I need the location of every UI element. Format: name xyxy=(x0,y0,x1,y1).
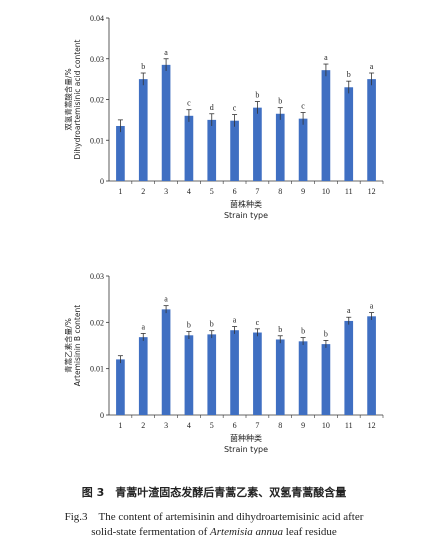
y-tick-label: 0 xyxy=(100,411,104,420)
significance-letter: b xyxy=(210,320,214,329)
bar xyxy=(207,334,217,415)
x-axis-title-cn: 菌株种类 xyxy=(230,199,262,209)
x-axis-title-en: Strain type xyxy=(224,211,268,220)
x-tick-label: 1 xyxy=(118,421,122,430)
caption-text: solid-state fermentation of xyxy=(91,526,211,538)
significance-letter: a xyxy=(141,322,145,331)
significance-letter: c xyxy=(233,104,237,113)
y-tick-label: 0.04 xyxy=(90,14,104,23)
bar xyxy=(184,115,194,181)
x-tick-label: 7 xyxy=(255,421,259,430)
bar xyxy=(184,335,194,415)
significance-letter: b xyxy=(187,321,191,330)
figure-caption-chinese: 图 3 青蒿叶渣固态发酵后青蒿乙素、双氢青蒿酸含量 xyxy=(81,486,347,499)
x-tick-label: 2 xyxy=(141,187,145,196)
bar xyxy=(367,79,376,181)
y-axis-title-cn: 双氢青蒿酸含量/% xyxy=(63,68,73,130)
figure-caption-english-line1: Fig.3 The content of artemisinin and dih… xyxy=(64,511,364,523)
y-tick-label: 0.01 xyxy=(90,365,104,374)
significance-letter: c xyxy=(301,102,305,111)
x-tick-label: 2 xyxy=(141,421,145,430)
y-tick-label: 0.02 xyxy=(90,318,104,327)
significance-letter: a xyxy=(164,295,168,304)
bar xyxy=(253,107,262,181)
bar xyxy=(230,330,239,415)
significance-letter: a xyxy=(164,48,168,57)
x-tick-label: 12 xyxy=(368,421,376,430)
bar xyxy=(275,339,285,415)
significance-letter: b xyxy=(255,91,259,100)
significance-letter: a xyxy=(347,306,351,315)
bar xyxy=(321,70,331,181)
significance-letter: a xyxy=(370,302,374,311)
figure-caption-english-line2: solid-state fermentation of Artemisia an… xyxy=(0,526,428,538)
x-tick-label: 6 xyxy=(233,421,237,430)
significance-letter: a xyxy=(370,62,374,71)
x-tick-label: 9 xyxy=(301,187,305,196)
y-axis-title-en: Dihydroartemisinic acid content xyxy=(73,39,82,159)
y-axis-title-cn: 青蒿乙素含量/% xyxy=(63,318,73,373)
bar xyxy=(207,119,217,181)
x-tick-label: 11 xyxy=(345,187,353,196)
bar xyxy=(138,337,148,415)
x-tick-label: 7 xyxy=(255,187,259,196)
significance-letter: b xyxy=(301,327,305,336)
caption-species-name: Artemisia annua xyxy=(210,526,284,538)
bar xyxy=(298,341,308,415)
significance-letter: d xyxy=(210,103,214,112)
x-tick-label: 1 xyxy=(118,187,122,196)
x-tick-label: 4 xyxy=(187,421,191,430)
x-tick-label: 12 xyxy=(368,187,376,196)
x-axis-title-en: Strain type xyxy=(224,445,268,454)
bar xyxy=(116,359,125,415)
significance-letter: a xyxy=(233,316,237,325)
x-tick-label: 4 xyxy=(187,187,191,196)
dihydroartemisinic-acid-chart: 0 0.01 0.02 0.03 0.04 1 b 2 a 3 c 4 d 5 c 6 b 7 b 8 c 9 a 10 b 11… xyxy=(63,14,384,220)
significance-letter: b xyxy=(347,70,351,79)
caption-text: leaf residue xyxy=(283,526,337,538)
significance-letter: b xyxy=(278,97,282,106)
y-tick-label: 0.01 xyxy=(90,136,104,145)
bar xyxy=(344,320,354,415)
bar xyxy=(275,113,285,181)
significance-letter: b xyxy=(141,62,145,71)
bar xyxy=(321,344,331,415)
bar xyxy=(161,64,171,181)
x-tick-label: 5 xyxy=(210,421,214,430)
x-axis-title-cn: 菌种种类 xyxy=(230,433,262,443)
significance-letter: c xyxy=(187,99,191,108)
bar xyxy=(253,332,262,415)
x-tick-label: 5 xyxy=(210,187,214,196)
x-tick-label: 8 xyxy=(278,187,282,196)
artemisinin-b-chart: 0 0.01 0.02 0.03 1 a 2 a 3 b 4 b 5 a 6 c 7 b 8 b 9 b 10 a 11 a 12 菌… xyxy=(63,272,384,454)
x-tick-label: 10 xyxy=(322,421,330,430)
bar xyxy=(230,120,239,181)
bar xyxy=(138,79,148,181)
x-tick-label: 3 xyxy=(164,421,168,430)
y-tick-label: 0 xyxy=(100,177,104,186)
x-tick-label: 6 xyxy=(233,187,237,196)
x-tick-label: 3 xyxy=(164,187,168,196)
significance-letter: b xyxy=(324,329,328,338)
y-axis-title-en: Artemisinin B content xyxy=(73,305,82,386)
x-tick-label: 8 xyxy=(278,421,282,430)
bar xyxy=(116,125,125,181)
significance-letter: c xyxy=(256,318,260,327)
bar xyxy=(344,87,354,181)
y-tick-label: 0.03 xyxy=(90,272,104,281)
x-tick-label: 10 xyxy=(322,187,330,196)
bar xyxy=(367,316,376,415)
bar xyxy=(298,118,308,181)
significance-letter: a xyxy=(324,53,328,62)
significance-letter: b xyxy=(278,325,282,334)
y-tick-label: 0.02 xyxy=(90,96,104,105)
y-tick-label: 0.03 xyxy=(90,55,104,64)
x-tick-label: 9 xyxy=(301,421,305,430)
bar xyxy=(161,309,171,415)
x-tick-label: 11 xyxy=(345,421,353,430)
